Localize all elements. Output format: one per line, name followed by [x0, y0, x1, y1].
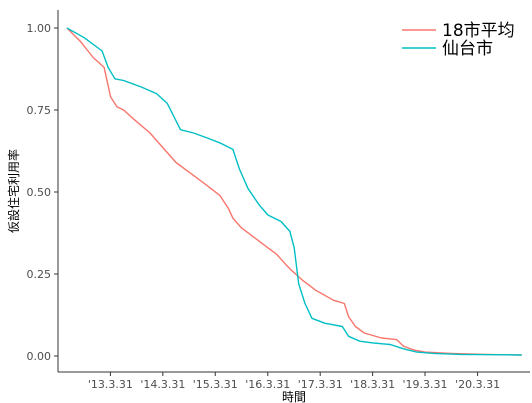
y-ticks: 1.00 0.75 0.50 0.25 0.00 [27, 22, 58, 363]
y-tick-label: 0.00 [27, 350, 52, 363]
x-axis-title: 時間 [282, 390, 306, 403]
x-tick-label: '18.3.31 [350, 378, 395, 391]
y-tick-label: 0.75 [27, 104, 52, 117]
x-tick-label: '13.3.31 [88, 378, 133, 391]
y-tick-label: 0.25 [27, 268, 52, 281]
y-axis-title: 仮設住宅利用率 [6, 149, 21, 233]
x-tick-label: '14.3.31 [140, 378, 185, 391]
series-line-1 [66, 27, 522, 356]
series-line-0 [66, 27, 522, 356]
x-tick-label: '15.3.31 [193, 378, 238, 391]
x-ticks: '13.3.31 '14.3.31 '15.3.31 '16.3.31 '17.3.31… [88, 372, 500, 391]
x-tick-label: '19.3.31 [403, 378, 448, 391]
x-tick-label: '20.3.31 [455, 378, 500, 391]
x-tick-label: '17.3.31 [298, 378, 343, 391]
y-tick-label: 0.50 [27, 186, 52, 199]
series-layer [66, 27, 522, 356]
x-tick-label: '16.3.31 [245, 378, 290, 391]
legend-label-1: 仙台市 [442, 39, 493, 59]
y-tick-label: 1.00 [27, 22, 52, 35]
legend-label-0: 18市平均 [442, 21, 515, 41]
